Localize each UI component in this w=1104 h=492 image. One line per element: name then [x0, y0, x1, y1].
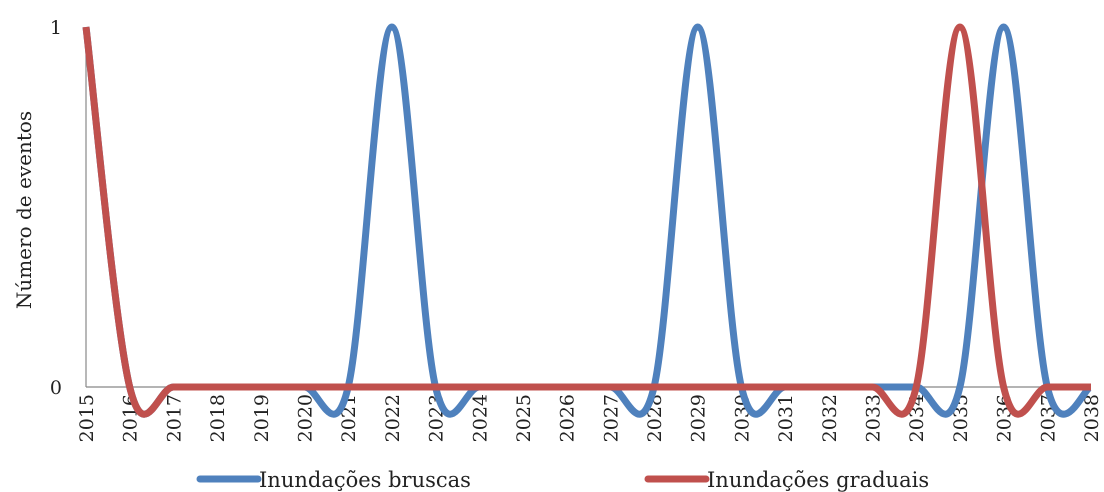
- series-line-1: [82, 23, 1093, 418]
- axes: [85, 27, 1091, 388]
- x-tick-label: 2020: [294, 394, 316, 442]
- x-tick-label: 2022: [382, 394, 404, 442]
- x-tick-label: 2033: [863, 394, 885, 442]
- y-tick-label: 0: [50, 377, 62, 399]
- legend-label: Inundações bruscas: [259, 468, 471, 492]
- x-tick-label: 2017: [163, 394, 185, 442]
- x-tick-label: 2027: [600, 394, 622, 442]
- x-tick-label: 2029: [688, 394, 710, 442]
- series-line-2: [82, 23, 1091, 418]
- x-tick-label: 2018: [207, 394, 229, 442]
- y-tick-labels: 01: [50, 17, 62, 399]
- y-axis-title: Número de eventos: [12, 111, 36, 309]
- legend: Inundações bruscas Inundações graduais: [196, 468, 929, 492]
- x-tick-label: 2019: [251, 394, 273, 442]
- legend-label: Inundações graduais: [707, 468, 929, 492]
- x-tick-label: 2032: [819, 394, 841, 442]
- x-tick-label: 2026: [557, 394, 579, 442]
- series-lines: [82, 23, 1093, 418]
- x-tick-label: 2038: [1081, 394, 1103, 442]
- x-tick-labels: 2015 2016 2017 2018 2019 2020 2021 2022 2023 2024…: [76, 394, 1103, 442]
- x-tick-label: 2025: [513, 394, 535, 442]
- y-tick-label: 1: [50, 17, 62, 39]
- x-tick-label: 2015: [76, 394, 98, 442]
- x-tick-label: 2031: [775, 394, 797, 442]
- x-tick-label: 2024: [469, 394, 491, 442]
